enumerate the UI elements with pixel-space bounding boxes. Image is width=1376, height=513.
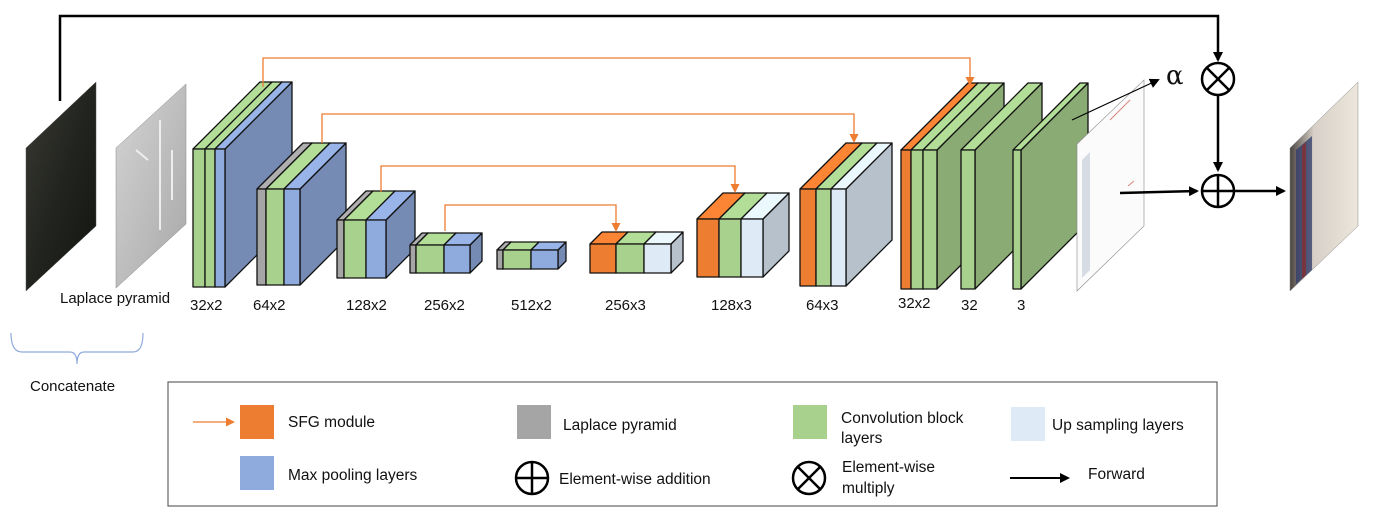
- block-5-layer-1-front: [496, 249, 504, 270]
- block-label-10: 32: [961, 297, 978, 314]
- block-9-layer-1-front: [900, 149, 912, 290]
- block-6-layer-2-front: [615, 243, 645, 274]
- block-9-layer-2-front: [910, 149, 924, 290]
- block-label-5: 512x2: [511, 297, 552, 314]
- network-blocks: [192, 81, 1089, 290]
- alpha-map-image: [1076, 79, 1145, 292]
- laplace-pyramid-label: Laplace pyramid: [60, 290, 170, 307]
- multiply-operator: [1200, 61, 1236, 97]
- block-1-layer-1-front: [192, 148, 206, 288]
- legend-maxpool-swatch: [240, 456, 274, 490]
- legend-upsample-label: Up sampling layers: [1052, 417, 1184, 434]
- legend-conv-swatch: [793, 405, 827, 439]
- addition-operator: [1200, 173, 1236, 209]
- legend-mult-label-2: multiply: [842, 480, 895, 497]
- block-label-9: 32x2: [898, 295, 931, 312]
- block-5-layer-2-front: [502, 249, 532, 270]
- block-1-layer-3-front: [214, 148, 226, 288]
- block-3-layer-2-front: [343, 219, 367, 279]
- global-skip-arrow: [58, 14, 1223, 101]
- block-2-layer-1-front: [256, 188, 267, 286]
- legend-upsample-swatch: [1011, 407, 1045, 441]
- block-10-layer-1-front: [960, 149, 976, 290]
- block-label-4: 256x2: [424, 297, 465, 314]
- block-6-layer-3-front: [643, 243, 672, 274]
- block-3-layer-3-front: [365, 219, 387, 279]
- legend-conv-label-1: Convolution block: [841, 410, 964, 427]
- sfg-skip-arrow-64: [321, 113, 859, 143]
- block-label-2: 64x2: [253, 297, 286, 314]
- legend: SFG module Laplace pyramid Convolution b…: [167, 381, 1218, 507]
- block-4-layer-3-front: [443, 244, 471, 274]
- legend-conv-label-2: layers: [841, 430, 883, 447]
- block-9-layer-3-front: [922, 149, 938, 290]
- block-1-layer-2-front: [204, 148, 216, 288]
- block-2-layer-3-front: [283, 188, 301, 286]
- alpha-symbol: α: [1166, 61, 1184, 91]
- legend-box: [167, 381, 1218, 507]
- output-image-detail-2: [1302, 142, 1306, 279]
- block-8-layer-2-front: [815, 188, 832, 287]
- block-4-layer-1-front: [409, 244, 417, 274]
- block-2-layer-2-front: [265, 188, 285, 286]
- legend-sfg-label: SFG module: [288, 414, 375, 431]
- block-label-3: 128x2: [346, 297, 387, 314]
- alpha-arrow: [1071, 78, 1160, 121]
- legend-laplace-swatch: [517, 405, 551, 439]
- legend-forward-label: Forward: [1088, 466, 1145, 483]
- sfg-skip-arrow-128: [380, 165, 740, 193]
- block-label-11: 3: [1017, 297, 1025, 314]
- alpha-map-texture: [1082, 152, 1090, 278]
- block-7-layer-3-front: [740, 218, 764, 278]
- block-6-layer-1-front: [589, 243, 617, 274]
- block-7-layer-2-front: [718, 218, 742, 278]
- legend-add-label: Element-wise addition: [559, 471, 711, 488]
- alpha-map-texture-2: [1109, 99, 1135, 187]
- sfg-skip-arrow-256: [444, 204, 621, 232]
- feature-to-add-arrow: [1119, 186, 1199, 197]
- block-label-1: 32x2: [190, 297, 223, 314]
- block-5-layer-3-front: [530, 249, 559, 270]
- block-11-layer-1-front: [1012, 149, 1022, 290]
- block-label-6: 256x3: [605, 297, 646, 314]
- laplace-pyramid-texture: [135, 120, 173, 230]
- legend-sfg-swatch: [240, 405, 274, 439]
- block-7-layer-1-front: [696, 218, 720, 278]
- sfg-skip-arrow-32: [262, 57, 975, 87]
- input-low-light-image: [25, 81, 97, 292]
- block-label-7: 128x3: [711, 297, 752, 314]
- legend-laplace-label: Laplace pyramid: [563, 417, 677, 434]
- legend-add-icon: [514, 460, 550, 496]
- block-4-layer-2-front: [415, 244, 445, 274]
- legend-mult-label-1: Element-wise: [842, 459, 935, 476]
- laplace-pyramid-image: [115, 83, 187, 289]
- legend-maxpool-label: Max pooling layers: [288, 467, 417, 484]
- block-label-8: 64x3: [806, 297, 839, 314]
- legend-multiply-icon: [791, 460, 827, 496]
- concatenate-brace: [10, 332, 144, 365]
- block-8-layer-1-front: [799, 188, 817, 287]
- block-3-layer-1-front: [336, 219, 345, 279]
- concatenate-label: Concatenate: [30, 378, 115, 395]
- block-8-layer-3-front: [830, 188, 847, 287]
